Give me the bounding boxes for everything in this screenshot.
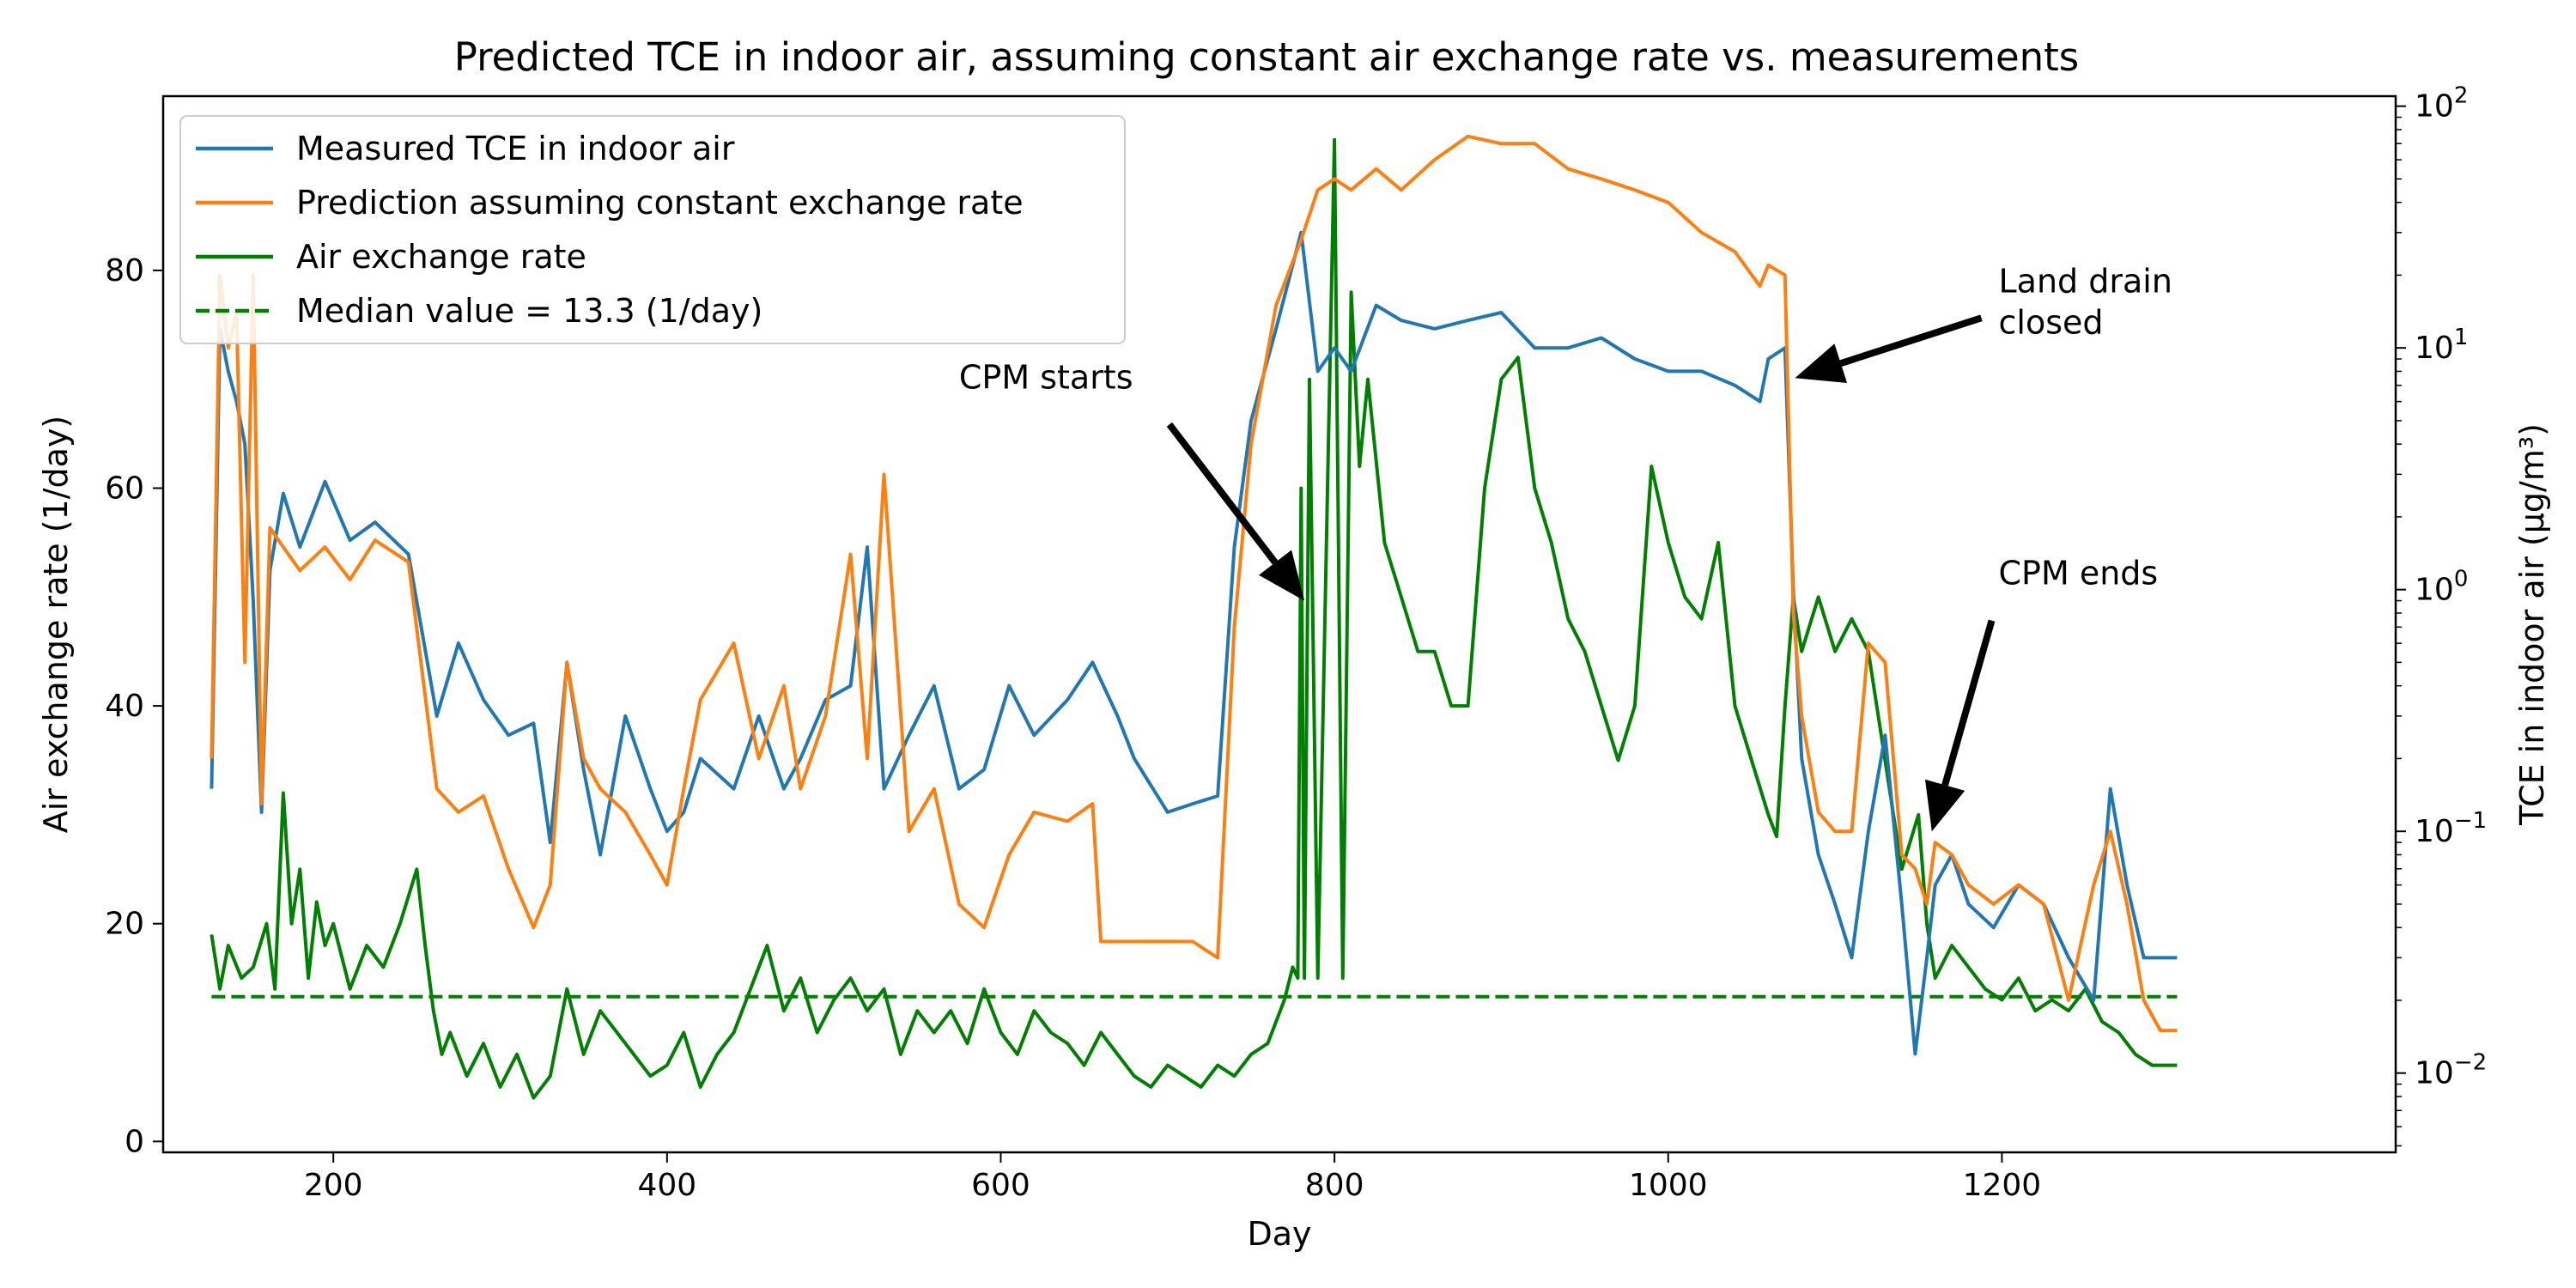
legend-entry-label: Median value = 13.3 (1/day) [296,292,762,330]
y-right-tick-label: 10−2 [2415,1050,2487,1091]
annotation-arrow-head [1259,550,1305,601]
annotation-arrow-head [1925,779,1965,832]
x-tick-label: 1200 [1963,1168,2042,1203]
y-right-tick-label: 101 [2415,325,2468,366]
y-right-tick-base: 10 [2415,814,2454,849]
annotation-arrow-shaft [1166,422,1279,565]
x-tick-label: 1000 [1629,1168,1708,1203]
annotation-text: CPM starts [959,358,1133,396]
y-left-axis-label: Air exchange rate (1/day) [37,416,75,834]
legend-entry-label: Air exchange rate [296,238,586,276]
x-tick-label: 200 [304,1168,363,1203]
legend-box [179,115,1126,344]
plot-frame [161,94,2397,1154]
y-right-tick-label: 102 [2415,83,2468,125]
annotation-text: Land drain [1999,262,2172,300]
x-tick-label: 600 [971,1168,1030,1203]
y-right-tick-base: 10 [2415,331,2454,366]
y-right-tick-exponent: −2 [2454,1050,2487,1076]
y-right-axis-label: TCE in indoor air (μg/m³) [2513,423,2551,826]
x-tick-label: 400 [637,1168,696,1203]
y-right-tick-base: 10 [2415,1056,2454,1091]
annotation-arrow-shaft [1839,314,1983,367]
y-left-tick-label: 40 [105,689,144,724]
y-left-tick-label: 60 [105,471,144,506]
annotation-text: CPM ends [1999,555,2159,592]
y-right-tick-exponent: −1 [2454,808,2487,834]
axes: 200 400 600 800 1000 120002040608010−210−1100… [37,83,2551,1253]
series-line-1 [210,134,2178,1033]
plot-series [210,134,2178,1100]
x-tick-label: 800 [1305,1168,1364,1203]
y-right-tick-base: 10 [2415,573,2454,608]
y-left-tick-label: 80 [105,253,144,289]
annotation-arrow-shaft [1941,619,1996,787]
y-left-tick-label: 0 [125,1124,144,1159]
legend: Measured TCE in indoor air Prediction ass… [179,115,1126,344]
x-axis-label: Day [1247,1215,1311,1253]
y-right-tick-exponent: 2 [2454,83,2469,109]
series-line-0 [210,230,2178,1056]
y-right-tick-exponent: 1 [2454,325,2469,350]
y-left-tick-label: 20 [105,907,144,942]
annotation-text: closed [1999,303,2104,341]
legend-entry-label: Measured TCE in indoor air [296,130,735,167]
annotation-arrow-head [1795,343,1848,383]
y-right-tick-label: 100 [2415,567,2468,608]
y-right-tick-exponent: 0 [2454,567,2469,592]
chart-title: Predicted TCE in indoor air, assuming co… [454,34,2079,80]
series-line-2 [210,137,2178,1100]
y-right-tick-label: 10−1 [2415,808,2487,849]
legend-entry-label: Prediction assuming constant exchange ra… [296,184,1024,222]
y-right-tick-base: 10 [2415,89,2454,125]
